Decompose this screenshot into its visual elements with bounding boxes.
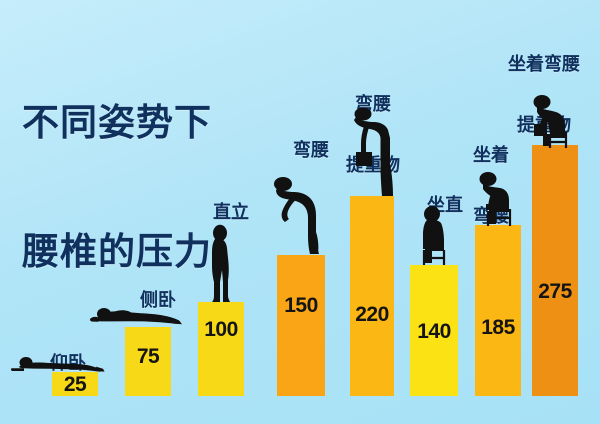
bar-sitting-upright[interactable]: 140 [410, 265, 458, 396]
posture-label-line-1: 坐着 [473, 145, 509, 166]
bar-value-label: 220 [355, 303, 389, 326]
lying-side-icon [84, 303, 184, 329]
sitting-bending-icon [476, 166, 522, 228]
bar-lying-side[interactable]: 75 [125, 327, 171, 396]
posture-label-line-1: 直立 [213, 202, 249, 223]
bar-value-label: 75 [136, 345, 160, 368]
posture-label-bending: 弯腰 [264, 120, 338, 180]
posture-label-line-1: 侧卧 [140, 290, 176, 311]
bending-icon [272, 166, 328, 258]
sitting-bending-lifting-icon [526, 88, 580, 150]
bar-value-label: 150 [284, 294, 318, 317]
bending-lifting-icon [348, 104, 402, 198]
posture-label-lying-side: 侧卧 [112, 270, 184, 330]
bar-value-label: 100 [204, 318, 238, 341]
bar-value-label: 185 [481, 316, 515, 339]
lying-supine-icon [10, 353, 105, 377]
posture-label-line-1: 弯腰 [293, 140, 329, 161]
page-title: 不同姿势下 腰椎的压力 [22, 16, 212, 359]
bar-lying-supine[interactable]: 25 [52, 372, 98, 396]
bar-sitting-bending[interactable]: 185 [475, 225, 521, 396]
sitting-upright-icon [414, 205, 456, 267]
standing-icon [206, 224, 236, 304]
bar-bending-lifting[interactable]: 220 [350, 196, 394, 396]
bar-value-label: 140 [417, 320, 451, 343]
posture-label-standing: 直立 [185, 182, 257, 242]
bar-bending[interactable]: 150 [277, 255, 325, 396]
bar-sitting-bending-lifting[interactable]: 275 [532, 145, 578, 396]
posture-label-line-1: 坐着弯腰 [508, 54, 580, 75]
page-title-line-1: 不同姿势下 [22, 101, 212, 143]
bar-value-label: 25 [63, 373, 87, 396]
page-title-line-2: 腰椎的压力 [22, 230, 212, 272]
bar-standing[interactable]: 100 [198, 302, 244, 396]
bar-value-label: 275 [538, 280, 572, 303]
